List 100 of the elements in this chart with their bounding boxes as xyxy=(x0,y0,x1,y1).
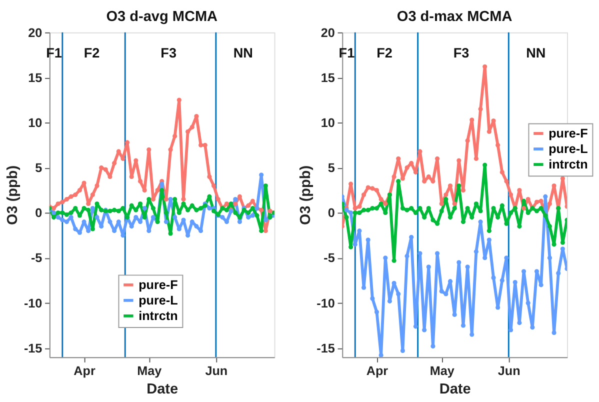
point xyxy=(522,206,526,211)
y-tick-label: 10 xyxy=(28,116,42,130)
point xyxy=(435,251,440,256)
point xyxy=(108,208,112,214)
point xyxy=(246,215,251,220)
point xyxy=(237,220,242,224)
point xyxy=(254,213,260,218)
point xyxy=(120,206,126,211)
point xyxy=(413,324,418,329)
point xyxy=(460,220,466,224)
point xyxy=(482,64,488,69)
point xyxy=(547,224,552,229)
legend-label: pure-F xyxy=(138,278,178,292)
point xyxy=(370,186,375,191)
legend-label: intrctn xyxy=(138,308,178,323)
point xyxy=(396,292,401,296)
point xyxy=(82,180,86,186)
point xyxy=(224,201,230,206)
legend-label: intrctn xyxy=(548,157,588,172)
point xyxy=(108,220,112,224)
y-tick-label: -15 xyxy=(24,341,42,356)
point xyxy=(352,210,358,216)
annotation: F3 xyxy=(160,46,177,61)
point xyxy=(452,201,457,206)
point xyxy=(352,206,358,211)
point xyxy=(246,203,251,208)
point xyxy=(534,200,540,204)
point xyxy=(538,282,544,288)
point xyxy=(138,178,143,184)
point xyxy=(259,208,264,212)
x-tick-label: May xyxy=(137,364,162,378)
point xyxy=(361,285,366,290)
point xyxy=(94,183,100,188)
point xyxy=(556,270,561,276)
annotation: NN xyxy=(526,46,546,61)
point xyxy=(164,220,168,224)
point xyxy=(508,192,514,198)
point xyxy=(452,206,457,211)
point xyxy=(534,269,540,274)
point xyxy=(374,310,380,314)
point xyxy=(352,242,358,247)
point xyxy=(392,174,396,179)
point xyxy=(194,208,199,212)
point xyxy=(508,210,514,216)
annotation: F2 xyxy=(84,46,100,61)
point xyxy=(409,234,414,240)
point xyxy=(547,201,552,206)
point xyxy=(216,196,220,202)
point xyxy=(404,165,410,170)
point xyxy=(112,208,117,212)
point xyxy=(460,323,466,328)
y-tick-label: 5 xyxy=(35,161,42,176)
point xyxy=(146,228,152,234)
point xyxy=(142,206,147,211)
point xyxy=(176,98,182,102)
point xyxy=(396,178,401,184)
x-tick-label: Jun xyxy=(205,364,228,378)
point xyxy=(526,300,530,306)
point xyxy=(142,215,147,220)
point xyxy=(500,170,504,174)
point xyxy=(357,210,362,216)
point xyxy=(211,208,216,214)
point xyxy=(99,224,104,229)
y-tick-label: 0 xyxy=(328,206,335,220)
point xyxy=(370,206,375,211)
x-tick-label: Apr xyxy=(366,364,388,378)
point xyxy=(374,206,380,211)
point xyxy=(207,174,212,179)
point xyxy=(90,192,95,198)
chart-title: O3 d-max MCMA xyxy=(396,8,513,25)
point xyxy=(552,183,556,188)
point xyxy=(482,162,488,168)
point xyxy=(552,242,556,247)
point xyxy=(486,228,492,234)
point xyxy=(522,269,526,274)
point xyxy=(172,215,178,220)
point xyxy=(60,210,65,216)
y-tick-label: -10 xyxy=(24,296,42,310)
x-tick-label: Apr xyxy=(74,364,96,378)
point xyxy=(482,256,488,260)
y-tick-label: 5 xyxy=(328,161,335,176)
point xyxy=(444,292,448,296)
point xyxy=(361,208,366,212)
y-axis-title: O3 (ppb) xyxy=(5,165,22,226)
point xyxy=(366,208,370,212)
point xyxy=(73,226,78,232)
point xyxy=(64,212,69,217)
point xyxy=(474,249,478,254)
point xyxy=(496,215,500,220)
point xyxy=(51,206,56,211)
point xyxy=(56,210,60,216)
point xyxy=(378,196,384,202)
point xyxy=(90,226,95,232)
y-tick-label: 20 xyxy=(28,26,42,40)
point xyxy=(478,208,483,214)
point xyxy=(439,288,444,294)
point xyxy=(64,220,69,224)
legend-label: pure-L xyxy=(138,293,178,308)
y-tick-label: 20 xyxy=(320,26,335,40)
point xyxy=(474,156,478,161)
